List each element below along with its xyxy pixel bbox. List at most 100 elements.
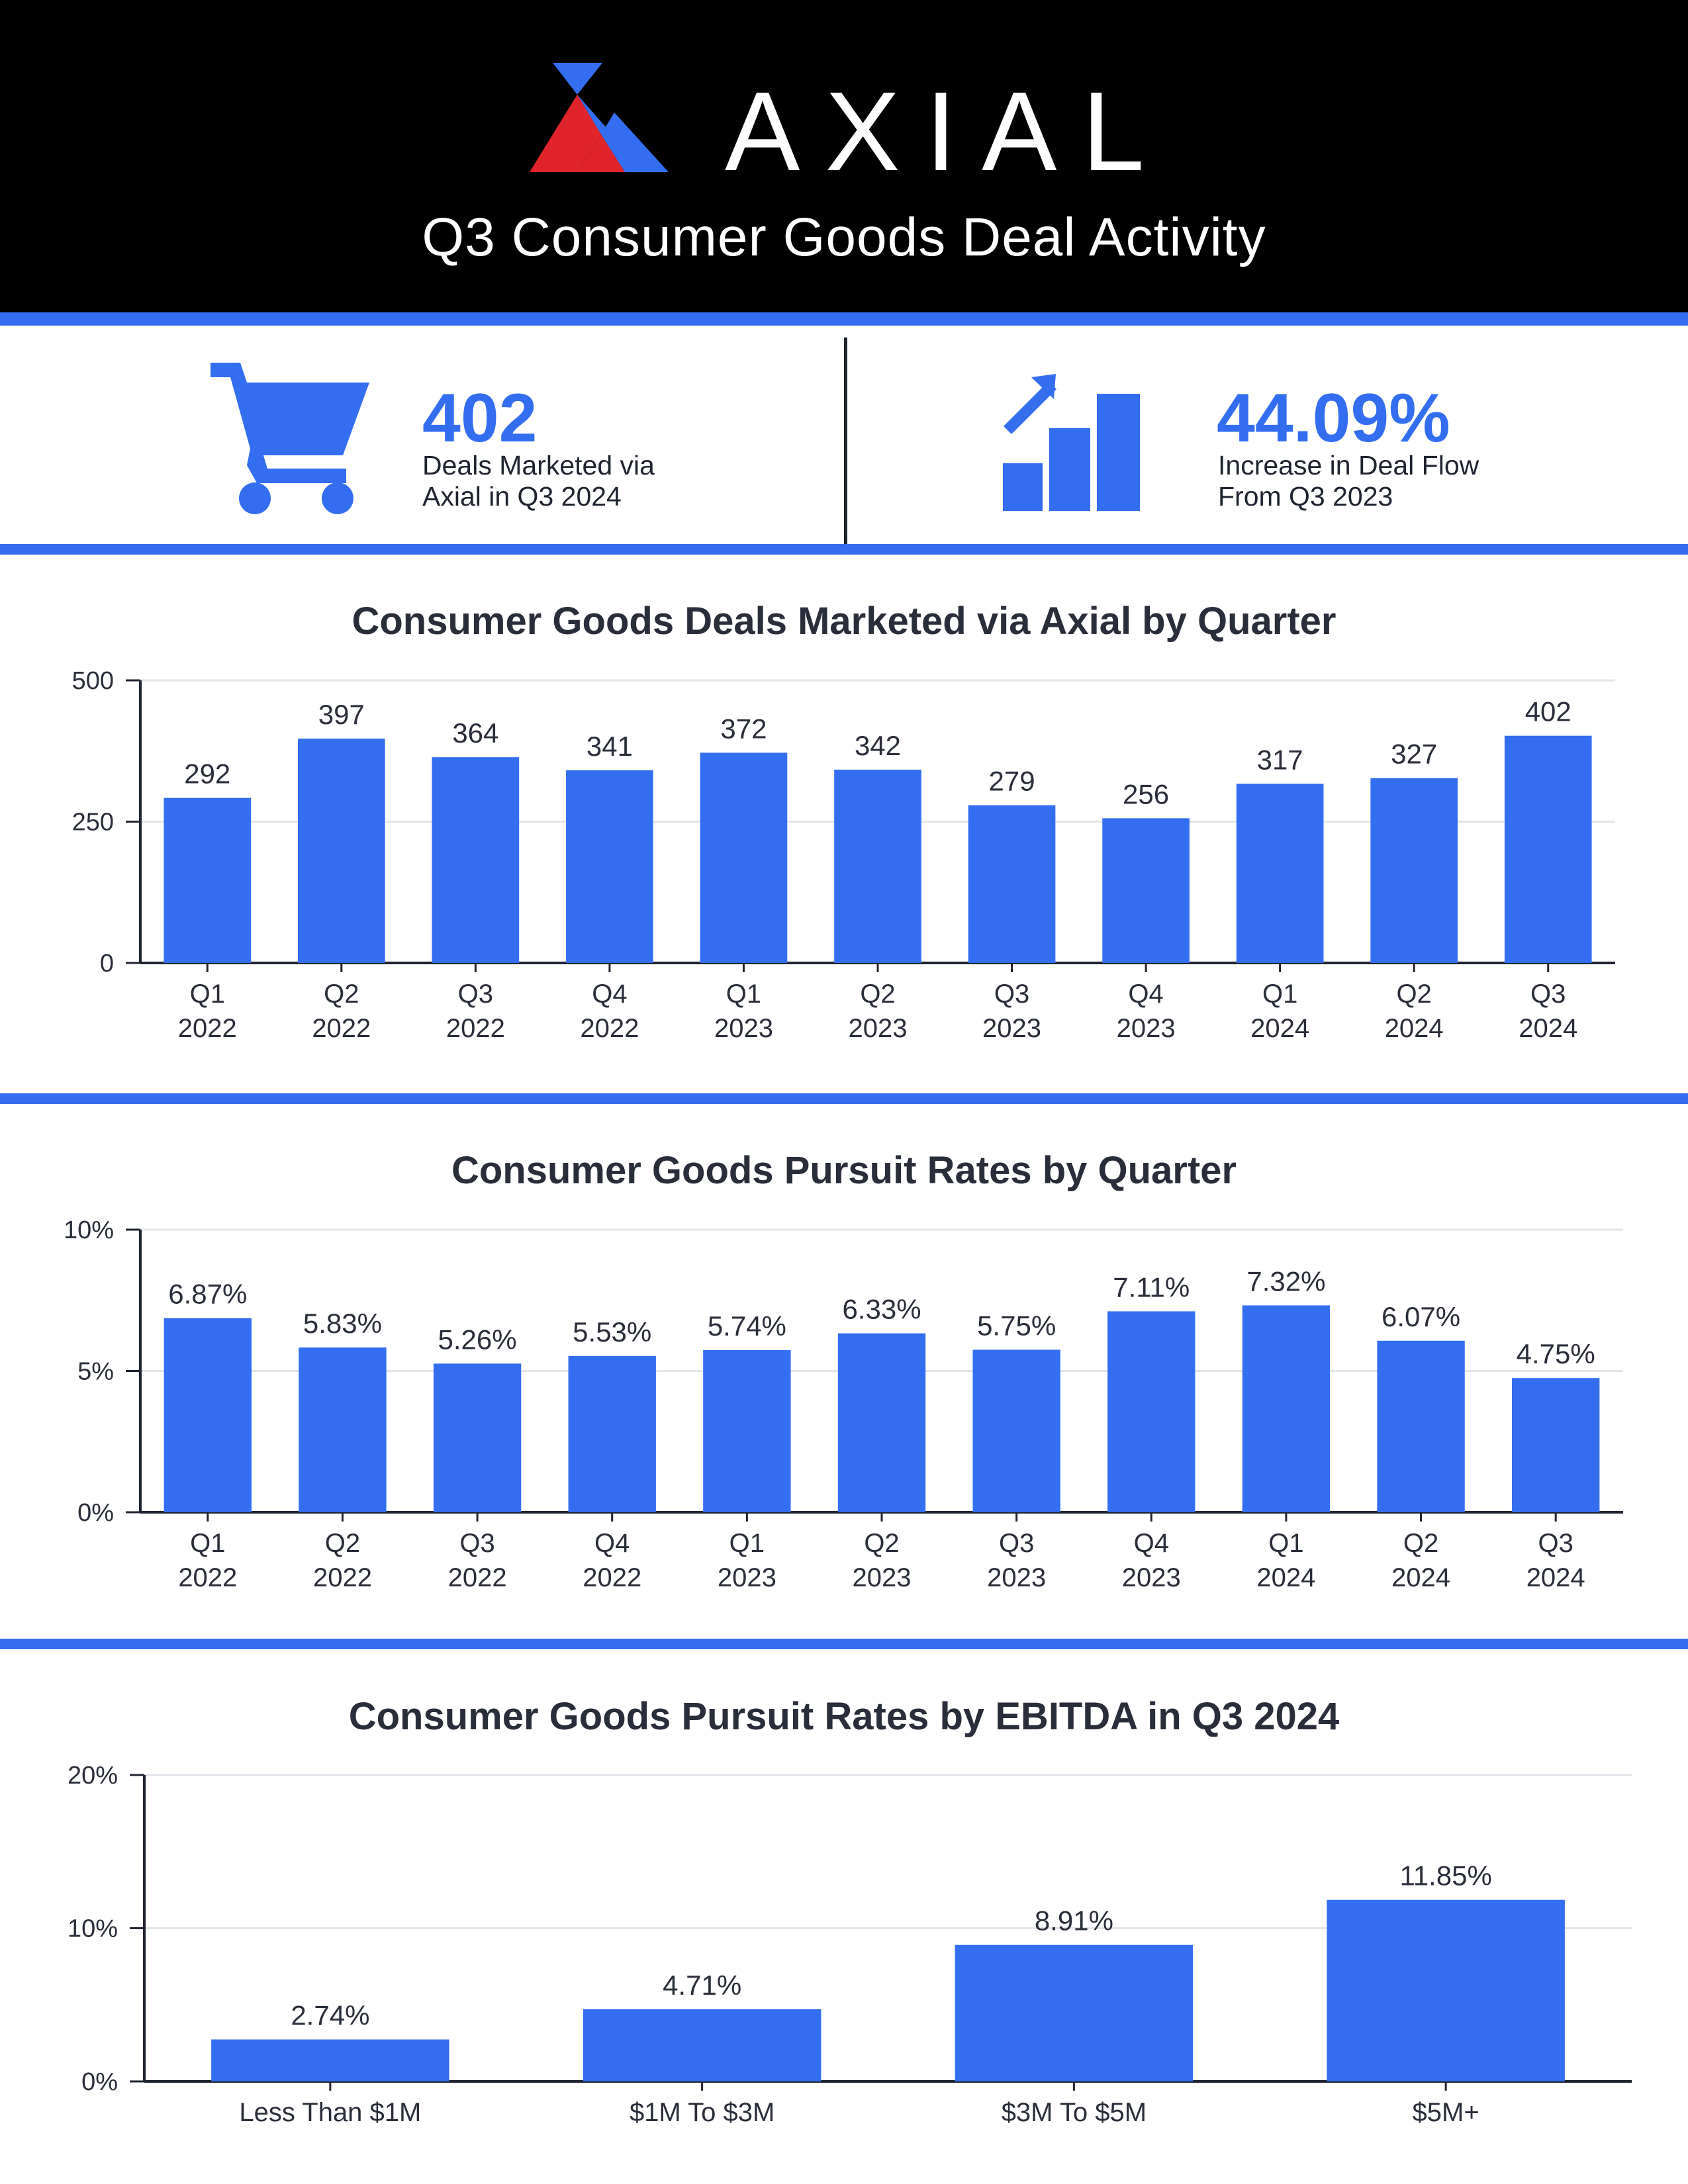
data-label: 292	[184, 758, 230, 790]
y-tick-label: 10%	[68, 1915, 118, 1943]
bar	[703, 1349, 791, 1512]
x-tick-label: 2022	[583, 1563, 641, 1592]
bar	[968, 805, 1056, 963]
bar	[164, 797, 252, 963]
x-tick-label: 2022	[178, 1014, 237, 1043]
bar	[211, 2039, 449, 2081]
x-tick-label: 2022	[580, 1014, 639, 1043]
bar	[566, 770, 653, 963]
deals-marketed-label-line2: Axial in Q3 2024	[422, 481, 622, 512]
bar	[1512, 1378, 1600, 1512]
x-tick-label: 2023	[714, 1014, 773, 1043]
data-label: 7.32%	[1246, 1265, 1325, 1297]
x-tick-label: $3M To $5M	[1002, 2098, 1147, 2127]
y-tick-label: 500	[72, 667, 114, 695]
y-tick-label: 250	[72, 809, 114, 837]
bar	[834, 769, 921, 963]
x-tick-label: 2023	[987, 1563, 1046, 1592]
data-label: 402	[1525, 696, 1571, 727]
bar	[583, 2009, 821, 2081]
bar	[955, 1944, 1194, 2081]
x-tick-label: Q2	[864, 1529, 899, 1558]
x-tick-label: Q4	[1128, 979, 1163, 1009]
x-tick-label: $5M+	[1413, 2098, 1479, 2127]
stats-divider	[844, 338, 847, 549]
data-label: 11.85%	[1399, 1860, 1491, 1891]
bar	[433, 1363, 522, 1512]
x-tick-label: 2024	[1526, 1563, 1585, 1592]
data-label: 8.91%	[1035, 1905, 1113, 1936]
chart-title: Consumer Goods Deals Marketed via Axial …	[352, 600, 1336, 643]
x-tick-label: Less Than $1M	[239, 2098, 421, 2127]
bar	[1107, 1311, 1196, 1512]
bar	[1370, 778, 1458, 963]
data-label: 5.83%	[303, 1308, 382, 1339]
bar	[1242, 1305, 1331, 1512]
bar	[1504, 735, 1592, 963]
x-tick-label: 2024	[1519, 1014, 1577, 1043]
data-label: 6.87%	[168, 1279, 247, 1310]
x-tick-label: 2022	[178, 1563, 237, 1592]
data-label: 397	[318, 699, 365, 730]
data-label: 342	[855, 730, 901, 761]
x-tick-label: Q1	[190, 979, 225, 1009]
x-tick-label: Q2	[1403, 1529, 1438, 1558]
data-label: 364	[452, 717, 498, 749]
deals-marketed-value: 402	[422, 380, 538, 457]
bar	[1102, 818, 1190, 963]
section-divider	[0, 312, 1688, 326]
y-tick-label: 0	[100, 950, 114, 978]
x-tick-label: 2022	[446, 1014, 505, 1043]
data-label: 372	[720, 713, 767, 744]
data-label: 5.74%	[708, 1310, 786, 1342]
x-tick-label: Q3	[1538, 1529, 1573, 1558]
x-tick-label: 2022	[448, 1563, 507, 1592]
section-divider	[0, 1093, 1688, 1104]
x-tick-label: 2023	[853, 1563, 912, 1592]
x-tick-label: Q3	[459, 1529, 494, 1558]
x-tick-label: Q4	[1134, 1529, 1169, 1558]
data-label: 5.26%	[438, 1324, 517, 1355]
data-label: 2.74%	[291, 2000, 369, 2031]
pursuit-rates-by-quarter-chart: 0% 5% 10% 6.87% Q1 2022 5.83% Q2 2022 5.26% Q3 2022…	[64, 1216, 1623, 1592]
bar	[164, 1318, 252, 1512]
x-tick-label: Q3	[994, 979, 1029, 1009]
x-tick-label: 2023	[1122, 1563, 1181, 1592]
x-tick-label: Q3	[1530, 979, 1566, 1009]
x-tick-label: 2022	[312, 1014, 371, 1043]
data-label: 341	[586, 731, 633, 762]
x-tick-label: Q1	[1268, 1529, 1303, 1558]
bar	[432, 757, 520, 963]
x-tick-label: Q2	[1397, 979, 1432, 1009]
x-tick-label: Q3	[999, 1529, 1034, 1558]
y-tick-label: 10%	[64, 1216, 114, 1244]
shopping-cart-icon	[211, 363, 369, 514]
pursuit-rates-by-ebitda-chart: 0% 10% 20% 2.74% Less Than $1M 4.71% $1M To $3…	[68, 1762, 1632, 2127]
x-tick-label: 2023	[718, 1563, 776, 1592]
x-tick-label: Q1	[726, 979, 761, 1009]
data-label: 5.53%	[573, 1316, 651, 1347]
bar	[299, 1347, 387, 1512]
deal-flow-label-line2: From Q3 2023	[1218, 481, 1393, 512]
x-tick-label: Q2	[860, 979, 895, 1009]
chart-title: Consumer Goods Pursuit Rates by Quarter	[451, 1149, 1237, 1192]
bar	[837, 1333, 926, 1512]
x-tick-label: 2024	[1256, 1563, 1315, 1592]
x-tick-label: Q4	[592, 979, 627, 1009]
bar	[1327, 1899, 1565, 2081]
section-divider	[0, 544, 1688, 555]
x-tick-label: Q2	[324, 979, 359, 1009]
x-tick-label: Q3	[458, 979, 493, 1009]
bar	[297, 738, 385, 963]
bar	[972, 1349, 1060, 1512]
deal-flow-label-line1: Increase in Deal Flow	[1218, 450, 1479, 480]
deals-marketed-label-line1: Deals Marketed via	[422, 450, 655, 480]
x-tick-label: 2022	[313, 1563, 372, 1592]
page-title: Q3 Consumer Goods Deal Activity	[422, 207, 1266, 267]
x-tick-label: 2024	[1385, 1014, 1444, 1043]
x-tick-label: Q1	[1262, 979, 1297, 1009]
axial-logo: AXIAL	[530, 63, 1145, 179]
chart-title: Consumer Goods Pursuit Rates by EBITDA i…	[348, 1695, 1340, 1738]
data-label: 327	[1391, 739, 1437, 770]
data-label: 7.11%	[1113, 1271, 1190, 1302]
